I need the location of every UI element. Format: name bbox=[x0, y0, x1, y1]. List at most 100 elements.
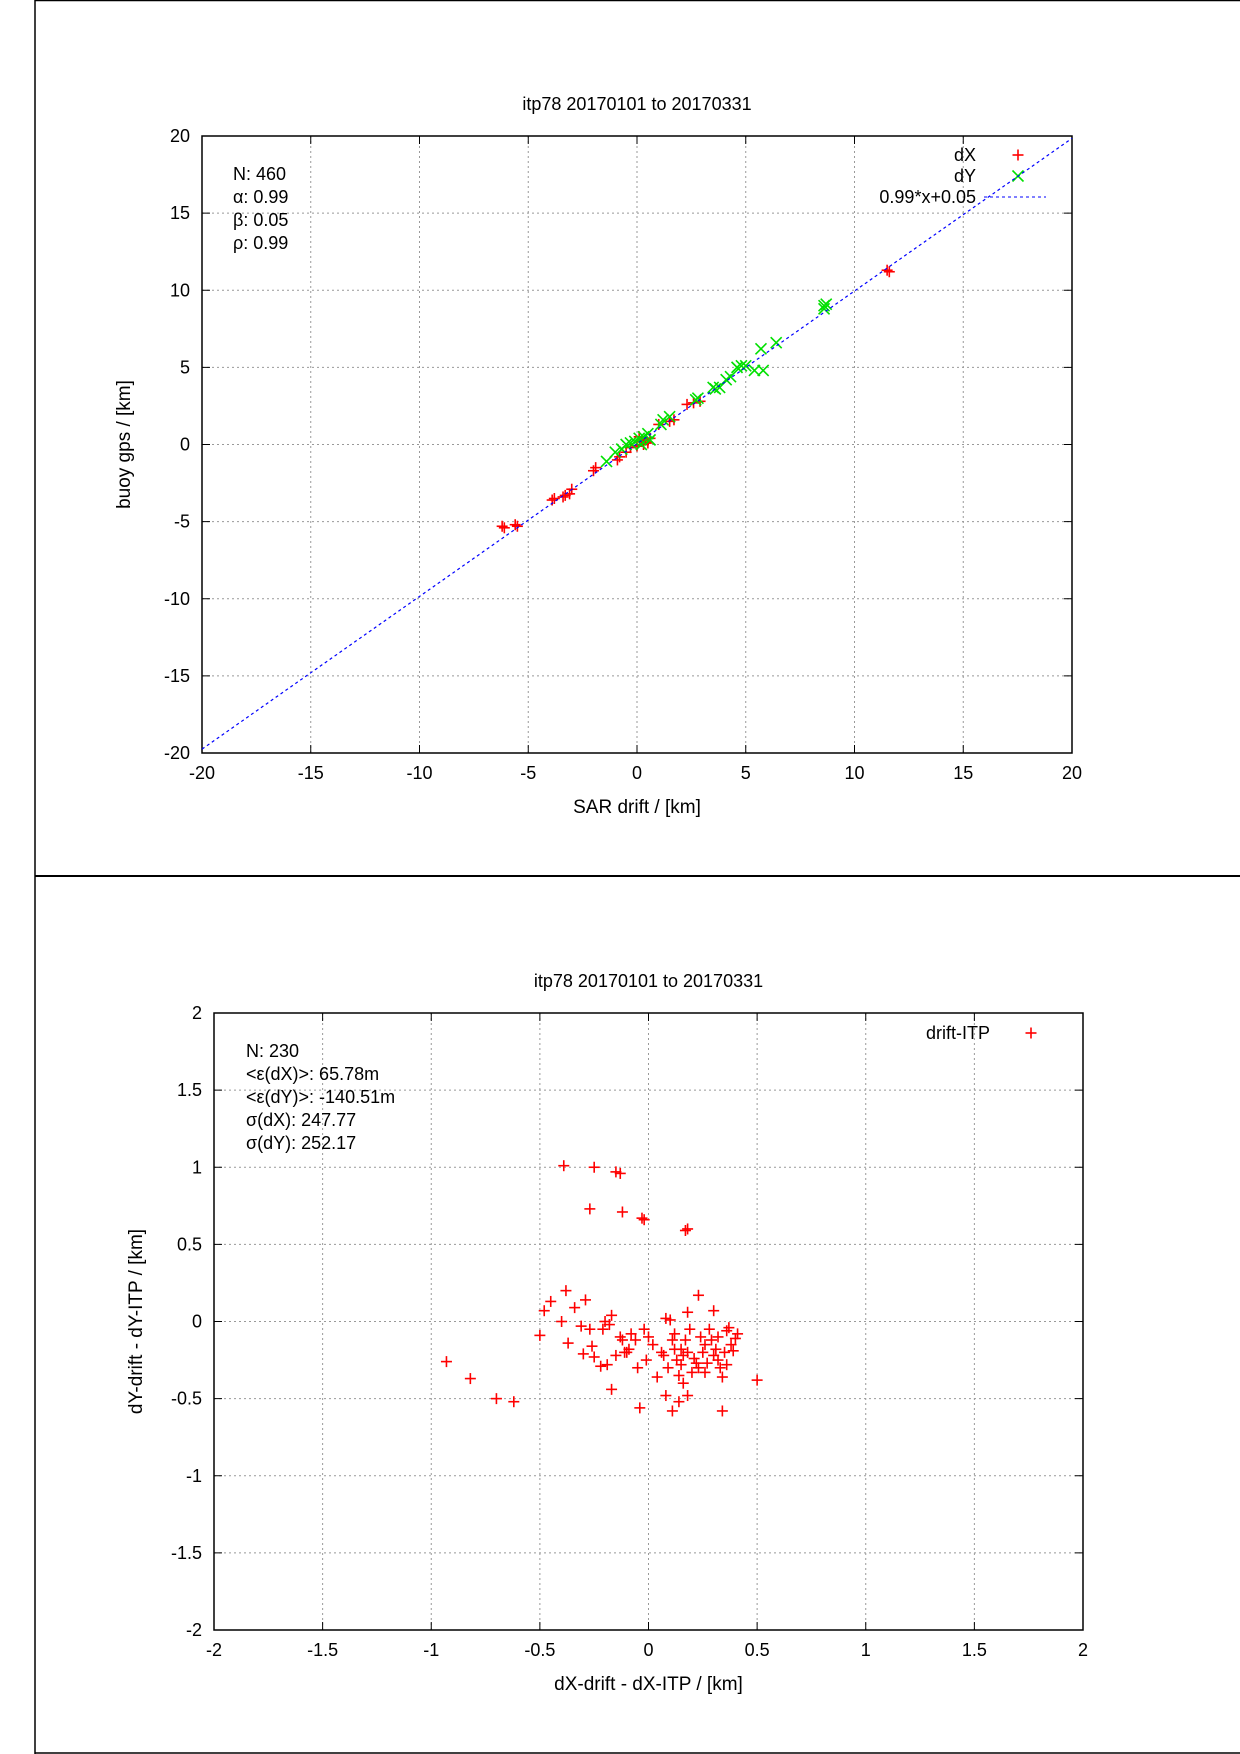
data-point-drift-ITP bbox=[625, 1328, 637, 1340]
data-point-drift-ITP bbox=[562, 1337, 574, 1349]
data-point-drift-ITP bbox=[682, 1223, 694, 1235]
legend-label: 0.99*x+0.05 bbox=[879, 187, 976, 207]
data-point-drift-ITP bbox=[679, 1334, 691, 1346]
data-point-drift-ITP bbox=[706, 1334, 718, 1346]
data-point-dX bbox=[881, 264, 893, 276]
data-point-drift-ITP bbox=[666, 1334, 678, 1346]
data-point-drift-ITP bbox=[640, 1354, 652, 1366]
y-tick-label: 0 bbox=[180, 435, 190, 455]
data-point-dY-d2 bbox=[641, 427, 654, 440]
data-point-dY-d2 bbox=[709, 382, 722, 396]
data-point-drift-ITP bbox=[677, 1349, 689, 1361]
stats-line: <ε(dY)>: -140.51m bbox=[246, 1087, 395, 1107]
data-point-dX bbox=[496, 520, 508, 532]
data-point-drift-ITP bbox=[721, 1359, 733, 1371]
legend-label: dY bbox=[954, 166, 976, 186]
data-point-drift-ITP bbox=[558, 1160, 570, 1172]
data-point-drift-ITP bbox=[732, 1328, 744, 1340]
data-point-drift-ITP bbox=[490, 1393, 502, 1405]
data-point-drift-ITP bbox=[601, 1359, 613, 1371]
data-point-dY-d2 bbox=[624, 436, 637, 450]
data-point-dY-d2 bbox=[620, 438, 633, 451]
data-point-drift-ITP bbox=[634, 1402, 646, 1414]
data-point-drift-ITP bbox=[534, 1329, 546, 1341]
data-point-dY-d2 bbox=[635, 438, 648, 451]
y-tick-label: -1 bbox=[186, 1466, 202, 1486]
data-point-dY-d2 bbox=[609, 446, 622, 459]
data-point-dY-d2 bbox=[770, 336, 783, 349]
data-point-drift-ITP bbox=[716, 1405, 728, 1417]
data-point-dY-d2 bbox=[820, 298, 833, 311]
data-point-dX bbox=[883, 266, 895, 278]
x-tick-label: 15 bbox=[953, 763, 973, 783]
plot-frame bbox=[201, 135, 1073, 754]
chart-title: itp78 20170101 to 20170331 bbox=[534, 971, 763, 991]
data-point-drift-ITP bbox=[606, 1383, 618, 1395]
data-point-drift-ITP bbox=[545, 1295, 557, 1307]
data-point-dX bbox=[548, 492, 560, 504]
data-point-drift-ITP bbox=[727, 1345, 739, 1357]
data-point-drift-ITP bbox=[692, 1289, 704, 1301]
y-tick-label: -2 bbox=[186, 1620, 202, 1640]
data-point-drift-ITP bbox=[603, 1319, 615, 1331]
data-point-drift-ITP bbox=[675, 1359, 687, 1371]
y-tick-label: 10 bbox=[170, 280, 190, 300]
data-point-drift-ITP bbox=[682, 1306, 694, 1318]
data-point-drift-ITP bbox=[556, 1316, 568, 1327]
y-axis-label: dY-drift - dY-ITP / [km] bbox=[126, 1229, 147, 1414]
data-point-drift-ITP bbox=[673, 1396, 685, 1408]
data-point-drift-ITP bbox=[619, 1346, 631, 1358]
x-tick-label: 1.5 bbox=[962, 1640, 987, 1660]
data-point-dX bbox=[498, 522, 510, 534]
data-point-drift-ITP bbox=[569, 1302, 581, 1314]
chart-top-sar-vs-gps: -20 -15 -10 -5 0 5 10 15 20 -20 -15 -10 -5 0 5 10 15 20 it… bbox=[114, 94, 1082, 818]
data-point-dY-d2 bbox=[633, 432, 646, 445]
data-point-drift-ITP bbox=[719, 1346, 731, 1358]
data-point-drift-ITP bbox=[686, 1366, 698, 1378]
data-point-drift-ITP bbox=[588, 1161, 600, 1173]
data-point-drift-ITP bbox=[616, 1334, 628, 1346]
data-point-drift-ITP bbox=[632, 1362, 644, 1374]
data-point-drift-ITP bbox=[723, 1322, 735, 1334]
stats-line: N: 460 bbox=[233, 164, 286, 184]
data-point-drift-ITP bbox=[710, 1343, 722, 1355]
data-point-dY bbox=[691, 392, 704, 405]
data-point-drift-ITP bbox=[588, 1351, 600, 1363]
y-tick-label: -20 bbox=[164, 743, 190, 763]
legend-marker bbox=[1025, 1027, 1037, 1039]
data-point-dX bbox=[509, 519, 521, 531]
data-point-drift-ITP bbox=[666, 1405, 678, 1417]
x-tick-label: -10 bbox=[406, 763, 432, 783]
data-point-drift-ITP bbox=[614, 1167, 626, 1179]
y-tick-label: 5 bbox=[180, 357, 190, 377]
data-point-dY bbox=[748, 364, 761, 377]
data-point-drift-ITP bbox=[579, 1294, 591, 1306]
data-point-dY-d2 bbox=[643, 433, 657, 446]
x-tick-label: 2 bbox=[1078, 1640, 1088, 1660]
x-tick-label: -2 bbox=[206, 1640, 222, 1660]
data-point-dY bbox=[757, 364, 770, 377]
data-point-drift-ITP bbox=[508, 1396, 520, 1408]
data-point-drift-ITP bbox=[682, 1390, 694, 1402]
data-point-dX bbox=[557, 491, 569, 503]
data-point-drift-ITP bbox=[610, 1349, 622, 1361]
data-point-drift-ITP bbox=[597, 1323, 609, 1335]
x-tick-label: -15 bbox=[298, 763, 324, 783]
x-tick-label: 20 bbox=[1062, 763, 1082, 783]
y-tick-label: 1.5 bbox=[177, 1080, 202, 1100]
data-point-dY bbox=[663, 410, 676, 423]
data-point-drift-ITP bbox=[606, 1309, 618, 1321]
data-point-drift-ITP bbox=[688, 1353, 700, 1365]
x-tick-label: -1.5 bbox=[307, 1640, 338, 1660]
data-point-dY bbox=[754, 342, 768, 355]
x-tick-label: 0 bbox=[643, 1640, 653, 1660]
x-tick-label: 0 bbox=[632, 763, 642, 783]
data-point-drift-ITP bbox=[684, 1323, 696, 1335]
data-point-dY bbox=[770, 336, 783, 349]
y-tick-label: 15 bbox=[170, 203, 190, 223]
data-point-dY-d2 bbox=[735, 359, 748, 372]
data-point-drift-ITP bbox=[577, 1348, 589, 1360]
data-point-dY bbox=[635, 438, 648, 451]
data-point-drift-ITP bbox=[699, 1339, 711, 1351]
data-point-drift-ITP bbox=[725, 1339, 737, 1351]
